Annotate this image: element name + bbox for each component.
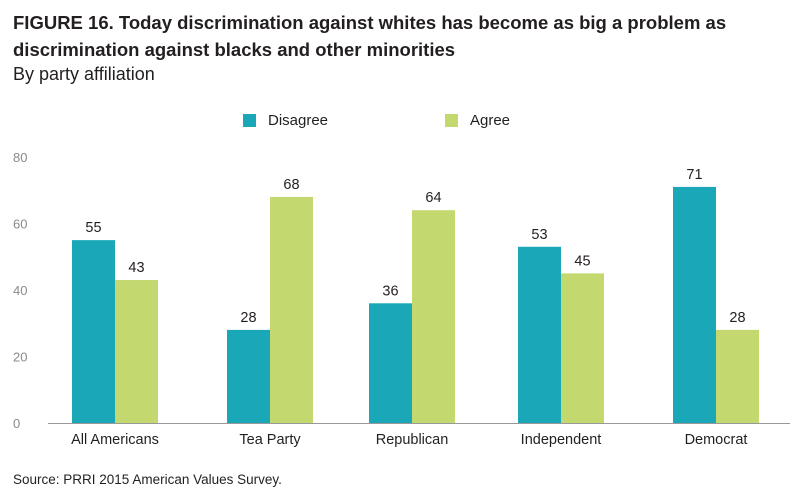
chart-subtitle: By party affiliation [13,64,155,84]
bar-disagree [518,246,561,423]
bar-agree [412,210,455,423]
bar-agree [716,329,759,423]
chart-title: FIGURE 16. Today discrimination against … [13,12,727,60]
bar-disagree [227,329,270,423]
legend-swatch-disagree [243,114,256,127]
x-tick-label: Democrat [685,432,748,448]
x-tick-label: All Americans [71,432,159,448]
data-label: 71 [686,167,702,183]
data-label: 43 [128,260,144,276]
source-note: Source: PRRI 2015 American Values Survey… [13,472,282,487]
data-label: 45 [574,253,590,269]
legend-label-agree: Agree [470,112,511,129]
y-tick-label: 40 [13,283,27,298]
bar-disagree [369,303,412,423]
data-label: 68 [283,177,299,193]
bar-agree [561,273,604,423]
bar-agree [270,196,313,423]
bar-agree [115,280,158,423]
y-tick-label: 20 [13,350,27,365]
bar-disagree [72,240,115,423]
legend-label-disagree: Disagree [268,112,329,129]
legend-item-disagree: Disagree [243,112,328,129]
legend-swatch-agree [445,114,458,127]
data-label: 55 [85,220,101,236]
data-label: 53 [531,227,547,243]
x-tick-label: Tea Party [239,432,301,448]
data-label: 64 [425,190,441,206]
y-tick-label: 0 [13,416,20,431]
legend-item-agree: Agree [445,112,510,129]
legend: Disagree Agree [0,112,800,136]
data-label: 36 [382,283,398,299]
x-tick-label: Republican [376,432,449,448]
data-label: 28 [240,310,256,326]
y-tick-label: 60 [13,217,27,232]
y-tick-label: 80 [13,150,27,165]
data-label: 28 [729,310,745,326]
bar-disagree [673,186,716,423]
x-tick-label: Independent [521,432,602,448]
